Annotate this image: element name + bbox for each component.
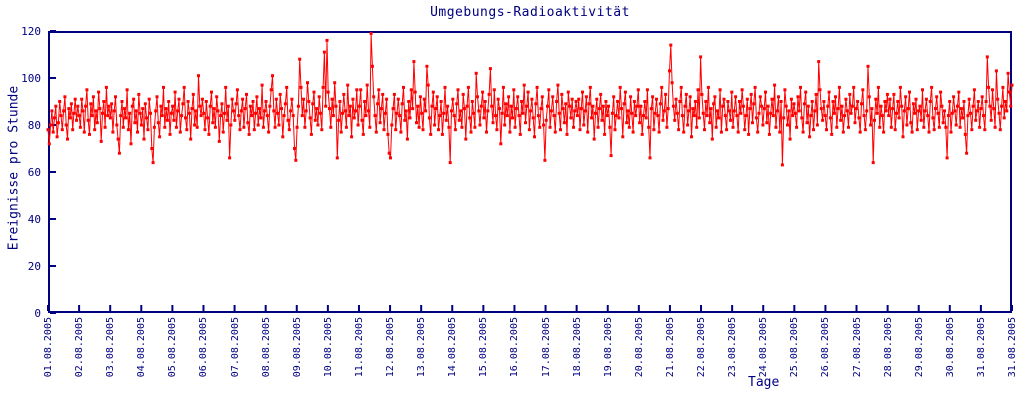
x-tick-label: 19.08.2005 <box>602 317 614 378</box>
x-tick-label: 29.08.2005 <box>913 317 925 378</box>
x-tick-label: 02.08.2005 <box>74 317 86 378</box>
x-tick-label: 23.08.2005 <box>727 317 739 378</box>
x-tick-label: 01.08.2005 <box>43 317 54 378</box>
x-tick-label: 20.08.2005 <box>633 317 645 378</box>
x-tick-label: 05.08.2005 <box>167 317 179 378</box>
x-tick-label: 26.08.2005 <box>820 317 832 378</box>
x-tick-label: 24.08.2005 <box>758 317 770 378</box>
x-tick-label: 27.08.2005 <box>851 317 863 378</box>
x-tick-label: 25.08.2005 <box>789 317 801 378</box>
x-tick-label: 13.08.2005 <box>416 317 428 378</box>
y-tick-label: 120 <box>21 25 41 38</box>
chart-title: Umgebungs-Radioaktivität <box>430 5 630 20</box>
y-tick-label: 0 <box>34 307 41 320</box>
x-tick-label: 31.08.2005 <box>975 317 987 378</box>
x-tick-label: 11.08.2005 <box>353 317 365 378</box>
x-tick-label: 16.08.2005 <box>509 317 521 378</box>
y-tick-label: 100 <box>21 72 41 85</box>
x-tick-label: 14.08.2005 <box>447 317 459 378</box>
y-tick-label: 80 <box>27 119 41 132</box>
x-tick-label: 31.08.2005 <box>1007 317 1018 378</box>
x-tick-label: 30.08.2005 <box>944 317 956 378</box>
x-tick-label: 12.08.2005 <box>385 317 397 378</box>
x-axis-label: Tage <box>748 375 780 390</box>
x-tick-label: 22.08.2005 <box>696 317 708 378</box>
x-tick-label: 07.08.2005 <box>229 317 241 378</box>
y-tick-label: 20 <box>27 260 41 273</box>
x-tick-label: 15.08.2005 <box>478 317 490 378</box>
x-tick-label: 03.08.2005 <box>105 317 117 378</box>
x-tick-label: 10.08.2005 <box>322 317 334 378</box>
plot-border <box>48 31 1012 313</box>
x-tick-label: 17.08.2005 <box>540 317 552 378</box>
x-tick-label: 28.08.2005 <box>882 317 894 378</box>
data-line <box>47 33 1013 165</box>
x-tick-label: 09.08.2005 <box>291 317 303 378</box>
x-tick-label: 21.08.2005 <box>664 317 676 378</box>
x-tick-label: 04.08.2005 <box>136 317 148 378</box>
y-tick-label: 40 <box>27 213 41 226</box>
y-ticks <box>50 30 56 314</box>
y-tick-label: 60 <box>27 166 41 179</box>
x-tick-label: 08.08.2005 <box>260 317 272 378</box>
x-tick-label: 18.08.2005 <box>571 317 583 378</box>
x-tick-label: 06.08.2005 <box>198 317 210 378</box>
data-points <box>46 31 1014 167</box>
x-ticks <box>47 305 1013 311</box>
